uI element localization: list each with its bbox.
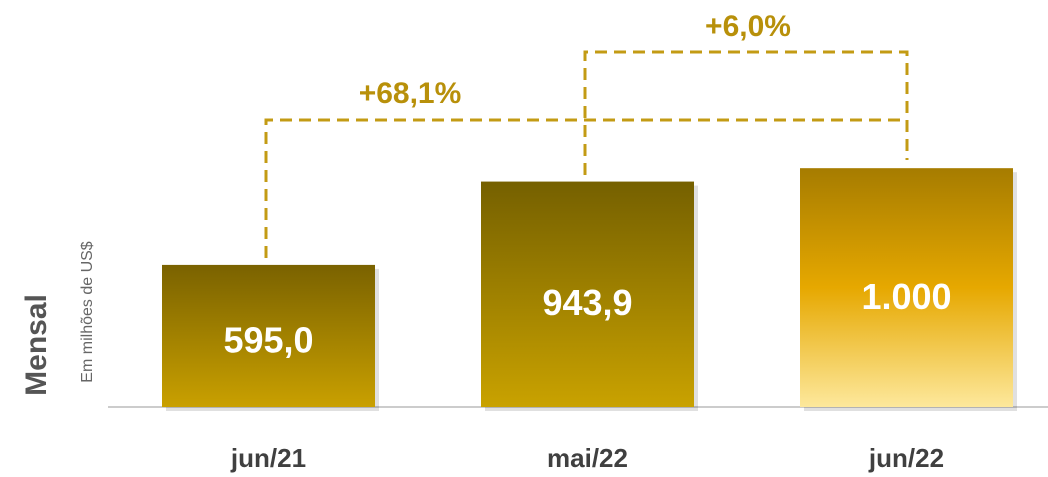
value-label: 1.000 xyxy=(861,276,951,317)
annotation: +68,1% xyxy=(359,77,462,110)
annotation: +6,0% xyxy=(705,10,791,43)
axis-label: Mensal xyxy=(20,294,53,396)
x-tick-label: mai/22 xyxy=(547,443,628,473)
comparison-bracket xyxy=(264,118,909,258)
x-tick-label: jun/22 xyxy=(868,443,944,473)
axis-sublabel: Em milhões de US$ xyxy=(79,241,96,382)
bar xyxy=(800,168,1013,407)
value-label: 595,0 xyxy=(223,320,313,361)
bar xyxy=(162,264,375,407)
comparison-bracket xyxy=(583,50,909,175)
bar xyxy=(481,181,694,407)
x-tick-label: jun/21 xyxy=(230,443,306,473)
value-label: 943,9 xyxy=(542,282,632,323)
